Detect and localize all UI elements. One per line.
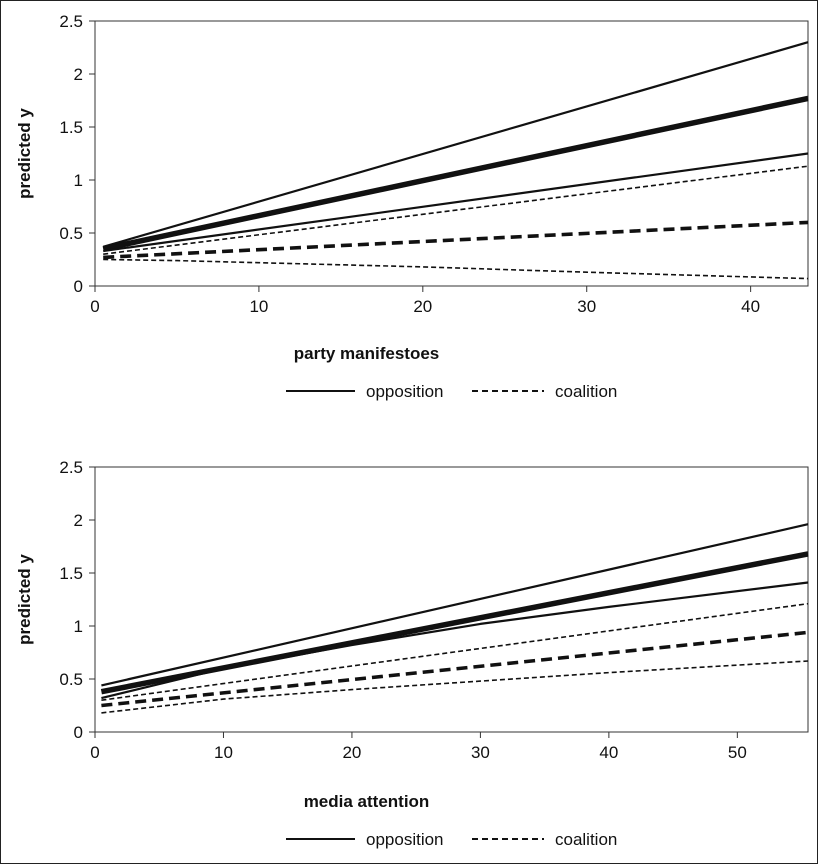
x-tick-label: 0 [90,297,99,316]
y-tick-label: 1 [74,171,83,190]
legend: opposition coalition [286,382,617,401]
series-coalition-lower-bound [101,660,809,714]
y-tick-label: 1.5 [59,564,83,583]
chart-media-attention: 00.511.522.50 10 20 30 40 50 media attention … [15,458,809,849]
series-coalition-lower-bound [103,258,809,280]
axes-ticks: 0 0.5 1 1.5 2 2.5 0 10 20 30 40 [59,12,760,316]
x-tick-label: 50 [728,743,747,762]
series-coalition-upper-bound [101,602,809,701]
plot-area [94,466,809,733]
legend: opposition coalition [286,830,617,849]
series-opposition-upper-bound [101,523,809,687]
y-tick-label: 1 [74,617,83,636]
x-tick-label: 20 [342,743,361,762]
y-axis-title: predicted y [15,554,34,645]
series-coalition-estimate [103,220,809,260]
y-axis-title: predicted y [15,108,34,199]
series-layer [100,523,809,714]
y-tick-label: 1.5 [59,118,83,137]
x-tick-label: 10 [214,743,233,762]
legend-coalition-label: coalition [555,830,617,849]
x-tick-label: 40 [599,743,618,762]
y-tick-label: 2.5 [59,12,83,31]
y-tick-label: 0.5 [59,670,83,689]
series-opposition-estimate [102,95,809,252]
x-tick-label: 30 [577,297,596,316]
y-tick-label: 2.5 [59,458,83,477]
axes-ticks: 0 0.5 1 1.5 2 2.5 0 10 20 30 40 50 [59,458,746,762]
legend-coalition-label: coalition [555,382,617,401]
series-layer [102,41,809,280]
series-coalition-upper-bound [103,165,809,255]
x-tick-label: 30 [471,743,490,762]
x-tick-label: 0 [90,743,99,762]
series-opposition-lower-bound [103,152,809,253]
y-tick-label: 0 [74,723,83,742]
y-tick-label: 2 [74,65,83,84]
legend-opposition-label: opposition [366,382,444,401]
series-opposition-lower-bound [101,581,809,700]
x-axis-title: media attention [304,792,430,811]
x-tick-label: 20 [413,297,432,316]
x-axis-title: party manifestoes [294,344,440,363]
series-opposition-upper-bound [102,41,809,248]
chart-party-manifestoes: 00.511.522.50 10 20 30 40 party manifestoes … [15,12,809,401]
y-tick-label: 2 [74,511,83,530]
y-tick-label: 0.5 [59,224,83,243]
x-tick-label: 40 [741,297,760,316]
legend-opposition-label: opposition [366,830,444,849]
x-tick-label: 10 [249,297,268,316]
y-tick-label: 0 [74,277,83,296]
